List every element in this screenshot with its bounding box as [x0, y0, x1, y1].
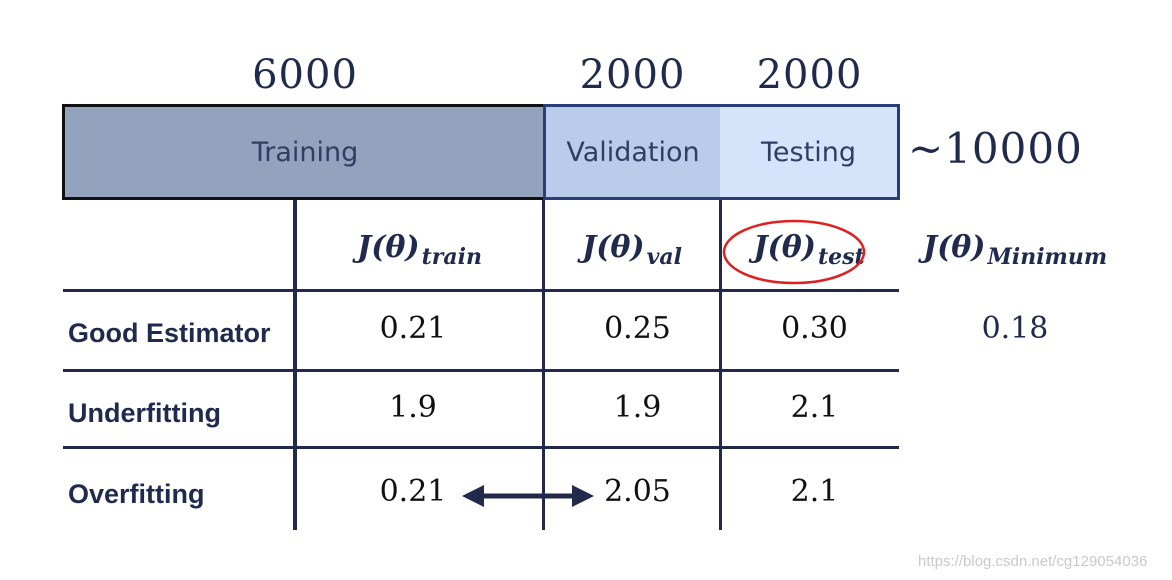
testing-count: 2000: [756, 52, 863, 98]
header-val: J(θ)val: [545, 230, 719, 270]
highlight-ellipse: [722, 219, 866, 285]
header-minimum-main: J(θ): [922, 230, 986, 265]
header-train-sub: train: [421, 244, 482, 270]
cell-good-val: 0.25: [604, 311, 671, 346]
validation-count: 2000: [579, 52, 686, 98]
total-count: ~10000: [908, 124, 1083, 173]
cell-good-minimum: 0.18: [981, 311, 1049, 346]
grid-vline-2: [542, 200, 545, 530]
training-segment: Training: [62, 104, 545, 200]
watermark: https://blog.csdn.net/cg129054036: [918, 553, 1148, 570]
validation-label: Validation: [566, 136, 700, 168]
header-val-main: J(θ): [582, 230, 645, 265]
grid-hline-1: [63, 289, 899, 292]
validation-segment: Validation: [543, 104, 723, 200]
row-label-good-estimator: Good Estimator: [68, 318, 271, 348]
header-train: J(θ)train: [297, 230, 542, 270]
grid-hline-2: [63, 369, 899, 372]
header-minimum: J(θ)Minimum: [905, 230, 1125, 270]
cell-under-test: 2.1: [790, 390, 839, 425]
header-minimum-sub: Minimum: [987, 244, 1108, 270]
cell-under-val: 1.9: [613, 390, 662, 425]
testing-label: Testing: [761, 136, 856, 168]
header-test-main: J(θ): [753, 230, 816, 265]
training-count: 6000: [252, 52, 358, 98]
header-test: J(θ)test: [722, 230, 896, 270]
header-val-sub: val: [646, 244, 682, 270]
testing-segment: Testing: [720, 104, 900, 200]
grid-hline-3: [63, 446, 899, 449]
cell-over-val: 2.05: [604, 474, 671, 509]
row-label-overfitting: Overfitting: [68, 479, 205, 509]
cell-under-train: 1.9: [389, 390, 437, 425]
header-train-main: J(θ): [357, 230, 420, 265]
grid-vline-1: [293, 200, 297, 530]
grid-vline-3: [719, 200, 722, 530]
cell-over-test: 2.1: [790, 474, 839, 509]
cell-good-test: 0.30: [781, 311, 848, 346]
training-label: Training: [251, 136, 359, 168]
row-label-underfitting: Underfitting: [68, 398, 221, 428]
cell-over-train: 0.21: [379, 474, 447, 509]
cell-good-train: 0.21: [379, 311, 447, 346]
double-arrow-icon: [462, 485, 594, 507]
